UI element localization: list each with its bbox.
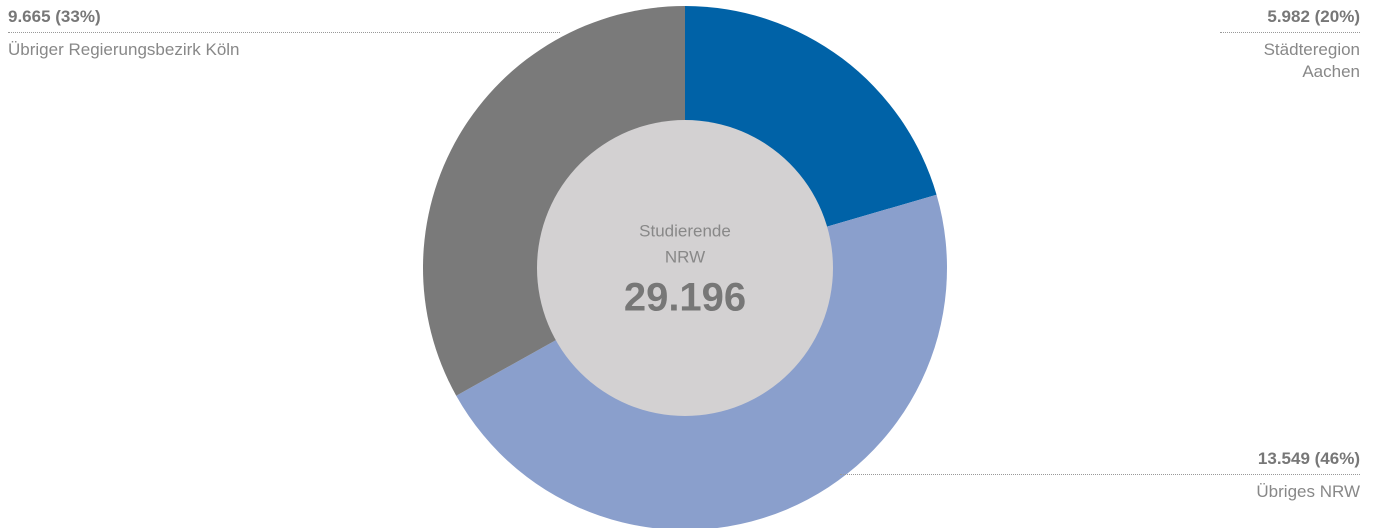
value-label: 9.665 (33%) [8, 6, 560, 33]
slice-label: 13.549 (46%) Übriges NRW [840, 448, 1360, 503]
slice-label: 9.665 (33%) Übriger Regierungsbezirk Köln [8, 6, 560, 61]
category-label: Übriger Regierungsbezirk Köln [8, 40, 240, 59]
center-total: 29.196 [624, 276, 746, 320]
category-label: Städteregion Aachen [1263, 40, 1360, 81]
category-label: Übriges NRW [1256, 482, 1360, 501]
donut-hole [537, 120, 833, 416]
slice-label: 5.982 (20%) Städteregion Aachen [1220, 6, 1360, 83]
center-text: NRW [665, 247, 705, 266]
center-text: Studierende [639, 221, 731, 240]
value-label: 5.982 (20%) [1220, 6, 1360, 33]
value-label: 13.549 (46%) [840, 448, 1360, 475]
